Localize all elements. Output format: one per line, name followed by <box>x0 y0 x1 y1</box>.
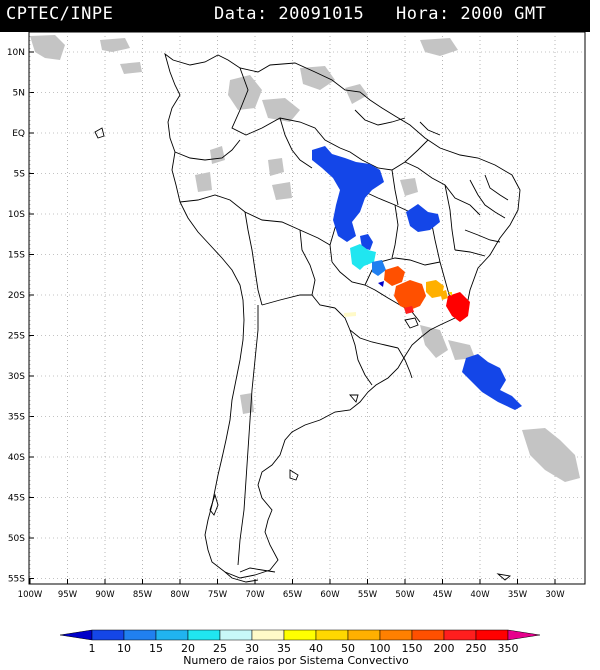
legend-title: Numero de raios por Sistema Convectivo <box>183 654 409 667</box>
lat-label: 50S <box>8 534 25 544</box>
lat-label: 10S <box>8 210 25 220</box>
legend-swatch <box>251 629 285 641</box>
legend-value: 100 <box>370 642 391 655</box>
lon-label: 40W <box>470 590 490 600</box>
lat-label: 20S <box>8 291 25 301</box>
legend-value: 35 <box>277 642 291 655</box>
lon-label: 75W <box>208 590 228 600</box>
legend-swatch <box>155 629 189 641</box>
map-frame <box>28 32 586 585</box>
lat-label: 45S <box>8 494 25 504</box>
legend-value: 250 <box>466 642 487 655</box>
legend-value: 15 <box>149 642 163 655</box>
lat-label: 25S <box>8 332 25 342</box>
cloud-cover <box>30 35 580 482</box>
legend-swatch <box>283 629 317 641</box>
lon-label: 55W <box>358 590 378 600</box>
legend-value: 150 <box>402 642 423 655</box>
lon-label: 95W <box>58 590 78 600</box>
legend-swatch <box>507 629 541 641</box>
lon-label: 100W <box>18 590 43 600</box>
legend-swatch <box>443 629 477 641</box>
lightning-map: 10N5NEQ5S10S15S20S25S30S35S40S45S50S55S … <box>7 32 586 600</box>
lon-label: 85W <box>133 590 153 600</box>
lon-label: 90W <box>95 590 115 600</box>
lon-label: 45W <box>433 590 453 600</box>
latitude-labels: 10N 5N EQ 5S 10S 15S 20S 25S 30S 35S 40S 45S 50S 55S <box>7 48 25 585</box>
longitude-labels: 100W 95W 90W 85W 80W 75W 70W 65W 60W 55W 50W 45W 40W… <box>18 590 566 600</box>
legend-value: 50 <box>341 642 355 655</box>
convective-systems <box>312 146 522 410</box>
lat-label: EQ <box>12 129 25 139</box>
legend-swatch <box>315 629 349 641</box>
lon-label: 60W <box>320 590 340 600</box>
lon-label: 65W <box>283 590 303 600</box>
legend-value: 30 <box>245 642 259 655</box>
map-header-bar: CPTEC/INPE Data: 20091015 Hora: 2000 GMT <box>0 0 590 32</box>
legend-value: 350 <box>498 642 519 655</box>
legend-swatch <box>123 629 157 641</box>
legend-value: 20 <box>181 642 195 655</box>
legend-swatch <box>379 629 413 641</box>
lat-label: 55S <box>8 575 25 585</box>
header-date: Data: 20091015 <box>214 4 365 24</box>
legend-value: 40 <box>309 642 323 655</box>
legend-swatch <box>59 629 93 641</box>
legend-value: 10 <box>117 642 131 655</box>
color-legend: 1 10 15 20 25 30 35 40 50 100 150 200 250 350 Numero … <box>59 629 541 667</box>
legend-swatch <box>411 629 445 641</box>
legend-swatch <box>91 629 125 641</box>
lat-label: 40S <box>8 453 25 463</box>
lon-label: 70W <box>245 590 265 600</box>
legend-value: 1 <box>89 642 96 655</box>
legend-swatch <box>219 629 253 641</box>
lat-label: 15S <box>8 251 25 261</box>
lat-label: 5S <box>14 170 26 180</box>
lat-label: 30S <box>8 372 25 382</box>
legend-color-bar <box>59 629 541 641</box>
legend-swatch <box>347 629 381 641</box>
lon-label: 50W <box>395 590 415 600</box>
legend-swatch <box>187 629 221 641</box>
legend-tick-labels: 1 10 15 20 25 30 35 40 50 100 150 200 250 350 <box>89 642 519 655</box>
header-source: CPTEC/INPE <box>6 4 114 24</box>
legend-value: 25 <box>213 642 227 655</box>
lon-label: 30W <box>545 590 565 600</box>
lat-label: 5N <box>13 89 25 99</box>
header-time: Hora: 2000 GMT <box>396 4 547 24</box>
lat-label: 10N <box>7 48 25 58</box>
lon-label: 80W <box>170 590 190 600</box>
lon-label: 35W <box>508 590 528 600</box>
legend-swatch <box>475 629 509 641</box>
legend-value: 200 <box>434 642 455 655</box>
map-graticule <box>29 32 585 584</box>
lat-label: 35S <box>8 413 25 423</box>
